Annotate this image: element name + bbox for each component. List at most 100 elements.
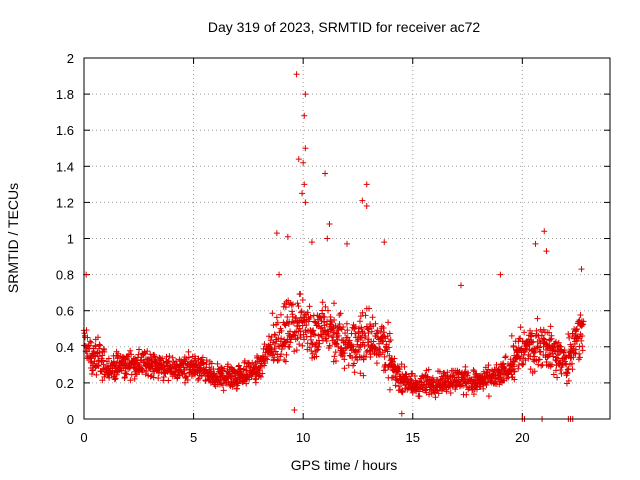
data-point: [447, 389, 454, 396]
y-tick-label: 0.2: [56, 376, 74, 391]
data-point: [545, 353, 552, 360]
data-point: [344, 327, 351, 334]
data-point-notable: [398, 410, 405, 417]
data-point: [574, 334, 581, 341]
data-point: [511, 376, 518, 383]
data-point: [256, 366, 263, 373]
data-point: [311, 331, 318, 338]
data-point: [337, 310, 344, 317]
data-point: [218, 364, 225, 371]
data-point: [369, 314, 376, 321]
data-point: [274, 319, 281, 326]
data-point: [287, 328, 294, 335]
data-point: [160, 374, 167, 380]
data-point: [203, 366, 210, 373]
data-point: [357, 313, 364, 320]
data-point: [284, 314, 291, 321]
data-point: [112, 375, 119, 382]
data-point: [485, 362, 492, 369]
data-point: [115, 366, 122, 373]
data-point: [324, 307, 331, 314]
data-point: [388, 374, 395, 381]
y-tick-label: 0.4: [56, 340, 74, 355]
data-point: [233, 385, 240, 392]
data-point: [359, 309, 366, 316]
y-tick-label: 2: [67, 51, 74, 66]
data-point: [313, 353, 320, 360]
data-point: [388, 361, 395, 368]
data-point: [282, 358, 289, 365]
data-point: [386, 386, 393, 393]
data-point: [317, 314, 324, 321]
data-point: [241, 358, 248, 365]
data-point: [291, 329, 298, 336]
data-point: [310, 331, 317, 338]
data-point: [220, 387, 227, 394]
data-point: [291, 348, 298, 355]
data-point: [536, 344, 543, 351]
data-point: [331, 353, 338, 360]
data-point: [457, 381, 464, 388]
data-point: [165, 358, 172, 365]
data-point: [185, 354, 192, 361]
data-point: [214, 360, 221, 367]
data-point: [426, 391, 433, 398]
data-point: [306, 344, 313, 351]
data-point: [131, 375, 138, 382]
data-point: [356, 344, 363, 351]
y-tick-label: 0.8: [56, 268, 74, 283]
data-point-notable: [543, 248, 550, 255]
data-point: [273, 314, 280, 321]
data-point: [391, 355, 398, 362]
data-point: [362, 312, 369, 319]
data-point: [550, 371, 557, 378]
data-point: [272, 348, 279, 355]
data-point: [243, 380, 250, 387]
data-point: [569, 366, 576, 373]
data-point-notable: [300, 159, 307, 166]
data-point: [538, 362, 545, 369]
data-point: [93, 350, 100, 357]
data-point: [380, 338, 387, 345]
data-point: [561, 347, 568, 354]
data-point: [289, 313, 296, 320]
y-tick-label: 1.6: [56, 123, 74, 138]
data-point: [500, 360, 507, 367]
data-point: [357, 370, 364, 377]
data-point: [462, 379, 469, 386]
data-point-notable: [322, 170, 329, 177]
plot-frame: [83, 57, 611, 420]
data-point: [354, 356, 361, 363]
data-point-notable: [301, 181, 308, 188]
data-point: [125, 353, 132, 360]
data-point: [87, 338, 94, 345]
data-point: [386, 330, 393, 337]
data-point: [416, 393, 423, 400]
data-point: [194, 376, 201, 383]
data-point: [313, 347, 320, 354]
data-point: [297, 334, 304, 341]
data-point: [139, 367, 146, 374]
data-point: [127, 377, 134, 384]
data-point: [97, 342, 104, 349]
data-point: [316, 340, 323, 347]
data-point: [151, 353, 158, 360]
data-point: [145, 355, 152, 362]
data-point: [208, 360, 215, 367]
data-point: [311, 318, 318, 325]
data-point: [573, 325, 580, 332]
data-point: [536, 356, 543, 363]
data-point: [297, 328, 304, 335]
data-point: [155, 375, 162, 382]
data-point: [308, 348, 315, 355]
data-point: [508, 332, 515, 339]
data-point: [127, 347, 134, 354]
data-point-notable: [293, 71, 300, 78]
data-point: [547, 336, 554, 343]
data-point-notable: [301, 112, 308, 119]
data-point: [360, 372, 367, 379]
data-point-notable: [363, 181, 370, 188]
data-point: [548, 332, 555, 339]
data-point: [261, 362, 268, 369]
